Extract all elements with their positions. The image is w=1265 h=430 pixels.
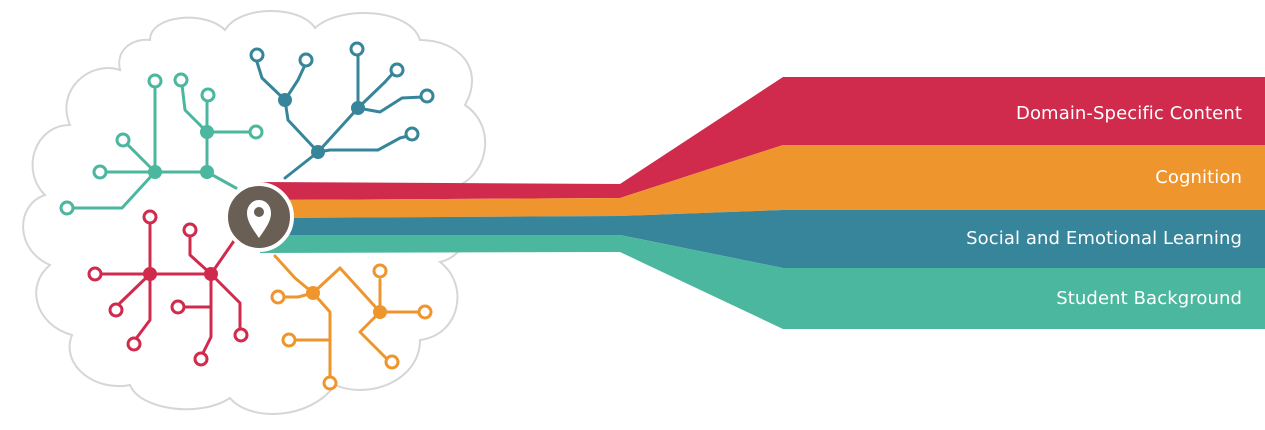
circuit-nodes-background (148, 125, 214, 179)
band-label-cognition: Cognition (1155, 167, 1242, 188)
band-label-social-emotional-learning: Social and Emotional Learning (966, 228, 1242, 249)
circuit-nodes-domain (143, 267, 218, 281)
circuit-nodes-social (278, 93, 365, 159)
band-label-domain-specific-content: Domain-Specific Content (1015, 103, 1242, 124)
circuit-branch-icon-cognition (270, 254, 433, 391)
band-student-background (260, 235, 1265, 329)
map-pin-icon (224, 182, 294, 252)
circuit-nodes-cognition (306, 286, 387, 319)
circuit-branch-icon-social (249, 41, 435, 180)
band-social-emotional-learning (260, 210, 1265, 268)
band-cognition (260, 145, 1265, 218)
circuit-branch-icon-domain (87, 209, 249, 367)
band-label-student-background: Student Background (1056, 288, 1242, 309)
band-domain-specific-content (260, 77, 1265, 200)
